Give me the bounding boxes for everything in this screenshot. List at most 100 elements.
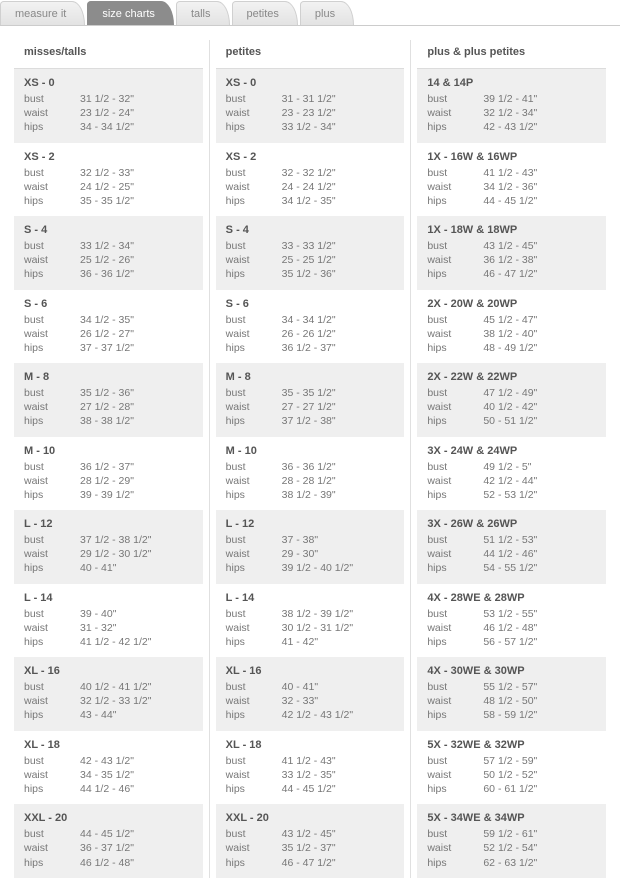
measure-value: 46 - 47 1/2" xyxy=(282,856,395,870)
measure-value: 31 - 31 1/2" xyxy=(282,92,395,106)
measure-value: 37 1/2 - 38" xyxy=(282,414,395,428)
measure-row: waist27 1/2 - 28" xyxy=(24,400,193,414)
measure-value: 39 - 40" xyxy=(80,607,193,621)
measure-row: waist24 - 24 1/2" xyxy=(226,180,395,194)
size-block: 5X - 34WE & 34WPbust59 1/2 - 61"waist52 … xyxy=(417,804,606,878)
measure-value: 23 1/2 - 24" xyxy=(80,106,193,120)
measure-value: 24 1/2 - 25" xyxy=(80,180,193,194)
measure-row: bust31 - 31 1/2" xyxy=(226,92,395,106)
tab-petites[interactable]: petites xyxy=(232,1,298,25)
measure-value: 52 1/2 - 54" xyxy=(483,841,596,855)
measure-value: 49 1/2 - 5" xyxy=(483,460,596,474)
tab-measure-it[interactable]: measure it xyxy=(0,1,85,25)
size-block-title: M - 8 xyxy=(24,371,193,383)
measure-row: hips62 - 63 1/2" xyxy=(427,856,596,870)
measure-value: 44 - 45 1/2" xyxy=(483,194,596,208)
measure-value: 48 1/2 - 50" xyxy=(483,694,596,708)
measure-row: bust35 1/2 - 36" xyxy=(24,386,193,400)
measure-label: hips xyxy=(24,635,80,649)
measure-label: bust xyxy=(24,313,80,327)
measure-value: 32 - 32 1/2" xyxy=(282,166,395,180)
measure-value: 33 1/2 - 34" xyxy=(80,239,193,253)
measure-label: hips xyxy=(24,708,80,722)
measure-row: bust41 1/2 - 43" xyxy=(226,754,395,768)
size-block: M - 8bust35 - 35 1/2"waist27 - 27 1/2"hi… xyxy=(216,363,405,437)
measure-label: waist xyxy=(24,841,80,855)
size-block-title: XS - 0 xyxy=(226,77,395,89)
measure-label: hips xyxy=(226,120,282,134)
measure-row: bust37 - 38" xyxy=(226,533,395,547)
measure-label: bust xyxy=(226,166,282,180)
size-block: M - 8bust35 1/2 - 36"waist27 1/2 - 28"hi… xyxy=(14,363,203,437)
measure-value: 41 - 42" xyxy=(282,635,395,649)
measure-row: waist34 1/2 - 36" xyxy=(427,180,596,194)
measure-label: hips xyxy=(24,782,80,796)
measure-value: 39 1/2 - 41" xyxy=(483,92,596,106)
size-block-title: 4X - 28WE & 28WP xyxy=(427,592,596,604)
size-block: XXL - 20bust43 1/2 - 45"waist35 1/2 - 37… xyxy=(216,804,405,878)
measure-value: 44 1/2 - 46" xyxy=(483,547,596,561)
measure-value: 38 - 38 1/2" xyxy=(80,414,193,428)
tab-size-charts[interactable]: size charts xyxy=(87,1,174,25)
measure-label: hips xyxy=(226,635,282,649)
measure-value: 43 1/2 - 45" xyxy=(483,239,596,253)
size-block: 2X - 20W & 20WPbust45 1/2 - 47"waist38 1… xyxy=(417,290,606,364)
size-block-title: L - 12 xyxy=(226,518,395,530)
measure-label: waist xyxy=(226,180,282,194)
measure-value: 30 1/2 - 31 1/2" xyxy=(282,621,395,635)
measure-value: 51 1/2 - 53" xyxy=(483,533,596,547)
measure-row: hips48 - 49 1/2" xyxy=(427,341,596,355)
size-block-title: M - 10 xyxy=(24,445,193,457)
measure-label: hips xyxy=(226,856,282,870)
size-block: S - 6bust34 1/2 - 35"waist26 1/2 - 27"hi… xyxy=(14,290,203,364)
measure-label: hips xyxy=(226,708,282,722)
measure-label: bust xyxy=(226,827,282,841)
measure-label: bust xyxy=(226,754,282,768)
measure-value: 56 - 57 1/2" xyxy=(483,635,596,649)
measure-value: 46 1/2 - 48" xyxy=(483,621,596,635)
size-chart-columns: misses/tallsXS - 0bust31 1/2 - 32"waist2… xyxy=(0,26,620,890)
measure-row: hips56 - 57 1/2" xyxy=(427,635,596,649)
measure-row: hips38 1/2 - 39" xyxy=(226,488,395,502)
measure-value: 36 - 36 1/2" xyxy=(80,267,193,281)
tab-plus[interactable]: plus xyxy=(300,1,354,25)
measure-row: waist23 1/2 - 24" xyxy=(24,106,193,120)
measure-row: bust32 - 32 1/2" xyxy=(226,166,395,180)
measure-value: 35 1/2 - 36" xyxy=(80,386,193,400)
measure-label: hips xyxy=(24,341,80,355)
measure-label: bust xyxy=(427,754,483,768)
measure-row: waist32 1/2 - 33 1/2" xyxy=(24,694,193,708)
measure-value: 26 - 26 1/2" xyxy=(282,327,395,341)
tab-talls[interactable]: talls xyxy=(176,1,230,25)
measure-row: waist44 1/2 - 46" xyxy=(427,547,596,561)
measure-value: 26 1/2 - 27" xyxy=(80,327,193,341)
measure-row: bust38 1/2 - 39 1/2" xyxy=(226,607,395,621)
tabs-bar: measure itsize chartstallspetitesplus xyxy=(0,0,620,26)
measure-label: waist xyxy=(427,768,483,782)
measure-row: hips36 1/2 - 37" xyxy=(226,341,395,355)
size-block-title: M - 8 xyxy=(226,371,395,383)
size-block-title: S - 6 xyxy=(24,298,193,310)
measure-row: bust33 1/2 - 34" xyxy=(24,239,193,253)
measure-label: waist xyxy=(427,841,483,855)
measure-row: hips37 1/2 - 38" xyxy=(226,414,395,428)
measure-row: hips46 1/2 - 48" xyxy=(24,856,193,870)
measure-row: bust43 1/2 - 45" xyxy=(427,239,596,253)
measure-value: 42 - 43 1/2" xyxy=(80,754,193,768)
measure-label: bust xyxy=(226,680,282,694)
column-header: petites xyxy=(216,40,405,69)
measure-label: bust xyxy=(24,754,80,768)
measure-label: waist xyxy=(226,253,282,267)
size-block: 1X - 16W & 16WPbust41 1/2 - 43"waist34 1… xyxy=(417,143,606,217)
size-block-title: 5X - 32WE & 32WP xyxy=(427,739,596,751)
measure-label: hips xyxy=(226,561,282,575)
measure-row: waist28 - 28 1/2" xyxy=(226,474,395,488)
measure-value: 44 - 45 1/2" xyxy=(282,782,395,796)
measure-label: waist xyxy=(427,694,483,708)
size-block: L - 12bust37 - 38"waist29 - 30"hips39 1/… xyxy=(216,510,405,584)
measure-value: 38 1/2 - 40" xyxy=(483,327,596,341)
measure-value: 34 1/2 - 35" xyxy=(282,194,395,208)
size-block-title: L - 14 xyxy=(226,592,395,604)
measure-value: 38 1/2 - 39" xyxy=(282,488,395,502)
size-block: 14 & 14Pbust39 1/2 - 41"waist32 1/2 - 34… xyxy=(417,69,606,143)
